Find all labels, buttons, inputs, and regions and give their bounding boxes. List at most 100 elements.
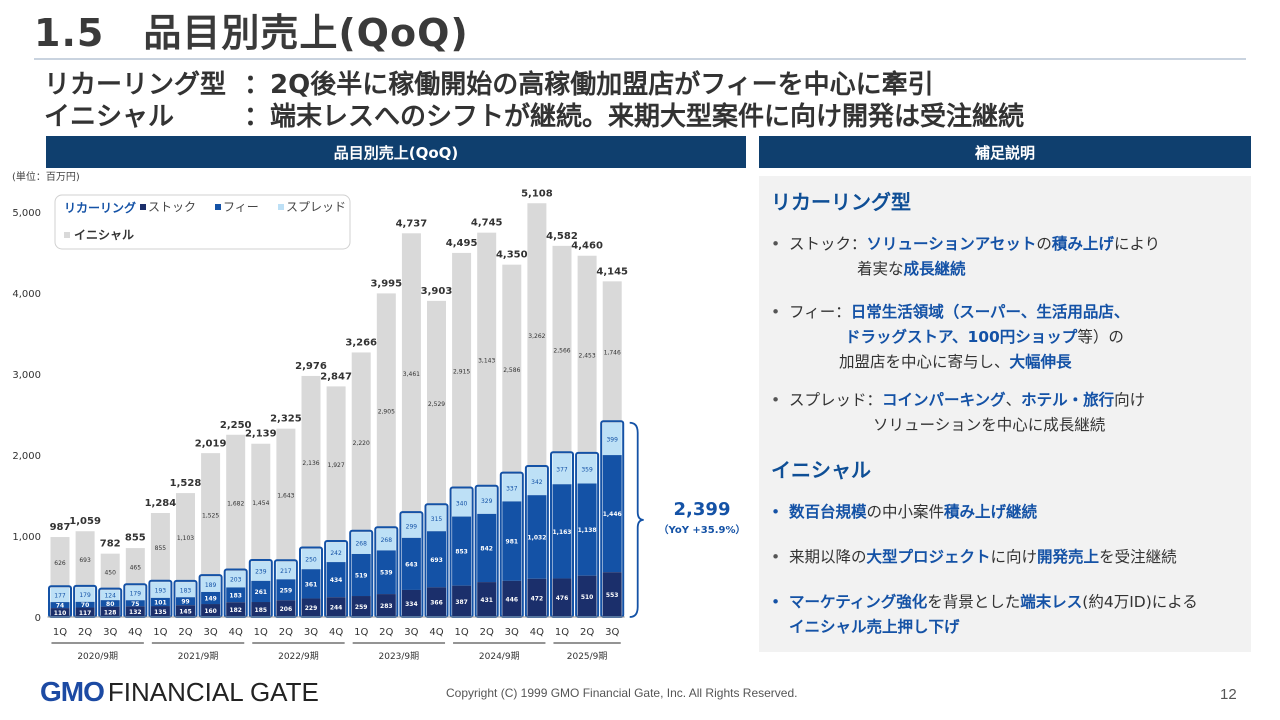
bar-fee	[201, 591, 221, 605]
fee-value-label: 853	[455, 549, 468, 556]
bar-stock	[376, 594, 396, 617]
bar-fee	[351, 553, 371, 597]
initial-value-label: 1,103	[177, 535, 194, 542]
note-fee-keyword: 日常生活領域（スーパー、生活用品店、	[850, 303, 1130, 321]
spread-value-label: 179	[79, 592, 91, 599]
initial-value-label: 3,461	[403, 371, 420, 378]
stock-value-label: 431	[480, 597, 493, 604]
fee-value-label: 70	[81, 602, 89, 609]
bar-initial	[251, 443, 271, 562]
note-init3-keyword: 端末レス	[1020, 593, 1083, 611]
initial-value-label: 2,220	[353, 440, 370, 447]
bar-spread	[50, 587, 70, 603]
bar-spread	[477, 487, 497, 514]
spread-value-label: 217	[280, 568, 292, 575]
initial-value-label: 3,143	[478, 357, 495, 364]
initial-value-label: 2,566	[553, 347, 570, 354]
subtitle-initial: イニシャル ：端末レスへのシフトが継続。来期大型案件に向け開発は受注継続	[44, 96, 1024, 133]
bar-stock	[326, 597, 346, 617]
note-initial-3: • マーケティング強化を背景とした端末レス(約4万ID)による イニシャル売上押し…	[771, 590, 1198, 640]
legend-title: リカーリング	[64, 200, 136, 215]
total-value-label: 2,139	[245, 429, 277, 440]
total-value-label: 4,460	[571, 241, 603, 252]
legend-swatch	[140, 204, 146, 210]
y-tick-label: 2,000	[12, 451, 41, 462]
note-spread-label: スプレッド：	[789, 391, 883, 409]
bar-fee	[376, 550, 396, 595]
initial-value-label: 2,453	[579, 353, 596, 360]
fee-value-label: 539	[380, 570, 393, 577]
spread-value-label: 203	[230, 577, 242, 584]
x-tick-label: 2Q	[178, 627, 192, 638]
bullet: •	[771, 593, 781, 611]
fee-value-label: 693	[430, 557, 443, 564]
fiscal-year-label: 2021/9期	[178, 651, 219, 662]
x-tick-label: 3Q	[404, 627, 418, 638]
y-tick-label: 5,000	[12, 208, 41, 219]
fiscal-year-label: 2020/9期	[77, 651, 118, 662]
stock-value-label: 145	[179, 609, 192, 616]
legend-label: スプレッド	[286, 200, 346, 214]
note-stock-label: ストック：	[789, 235, 867, 253]
subtitle-recurring: リカーリング型 ：2Q後半に稼働開始の高稼働加盟店がフィーを中心に牽引	[44, 64, 934, 101]
bar-spread	[527, 467, 547, 496]
note-stock-keyword: 成長継続	[903, 260, 966, 278]
stock-value-label: 110	[54, 610, 67, 617]
spread-value-label: 242	[330, 550, 342, 557]
callout-note: （YoY +35.9%）	[659, 523, 746, 536]
stock-value-label: 366	[430, 600, 443, 607]
spread-value-label: 183	[180, 587, 192, 594]
spread-value-label: 193	[155, 588, 167, 595]
bar-spread	[376, 528, 396, 551]
recurring-section-title: リカーリング型	[771, 190, 911, 214]
fee-value-label: 149	[204, 596, 217, 603]
spread-value-label: 342	[531, 479, 543, 486]
note-init2-text: 来期以降の	[789, 548, 867, 566]
x-tick-label: 2Q	[78, 627, 92, 638]
initial-value-label: 2,905	[378, 409, 395, 416]
x-tick-label: 4Q	[128, 627, 142, 638]
bar-spread	[100, 590, 120, 601]
x-tick-label: 4Q	[530, 627, 544, 638]
x-tick-label: 1Q	[354, 627, 368, 638]
bar-stock	[251, 602, 271, 617]
stock-value-label: 117	[79, 610, 92, 617]
bar-spread	[326, 542, 346, 563]
bar-spread	[427, 505, 446, 532]
total-value-label: 782	[100, 539, 121, 550]
spread-value-label: 337	[506, 485, 518, 492]
bar-spread	[226, 570, 246, 588]
total-value-label: 1,284	[145, 498, 177, 509]
initial-value-label: 1,682	[227, 500, 244, 507]
fee-value-label: 74	[56, 603, 64, 610]
bar-initial	[100, 553, 120, 591]
initial-value-label: 693	[79, 557, 91, 564]
note-init1-text: の中小案件	[866, 503, 945, 521]
initial-value-label: 1,454	[252, 500, 269, 507]
fee-value-label: 434	[330, 577, 343, 584]
total-value-label: 4,145	[596, 266, 628, 277]
chart-container: (単位：百万円) 0 1,000 2,000 3,000 4,000 5,000 110 74 1…	[0, 170, 760, 670]
legend-swatch	[215, 204, 221, 210]
stock-value-label: 206	[280, 606, 293, 613]
x-tick-label: 3Q	[605, 627, 619, 638]
callout-value: 2,399	[674, 499, 731, 520]
note-init1-keyword: 積み上げ継続	[944, 503, 1038, 521]
bar-initial	[125, 548, 145, 586]
bullet: •	[771, 235, 781, 253]
spread-value-label: 189	[205, 582, 217, 589]
total-value-label: 2,847	[320, 371, 352, 382]
bar-initial	[276, 428, 296, 562]
x-tick-label: 3Q	[103, 627, 117, 638]
subtitle-recurring-text: ：2Q後半に稼働開始の高稼働加盟店がフィーを中心に牽引	[244, 70, 934, 100]
bar-stock	[50, 608, 70, 617]
bar-stock	[75, 607, 95, 617]
bar-stock	[577, 575, 597, 617]
bar-spread	[176, 582, 195, 598]
x-tick-label: 2Q	[480, 627, 494, 638]
bar-stock	[150, 606, 170, 617]
bar-fee	[602, 455, 622, 573]
total-value-label: 4,350	[496, 250, 528, 261]
bar-spread	[502, 474, 522, 502]
spread-value-label: 250	[305, 557, 317, 564]
